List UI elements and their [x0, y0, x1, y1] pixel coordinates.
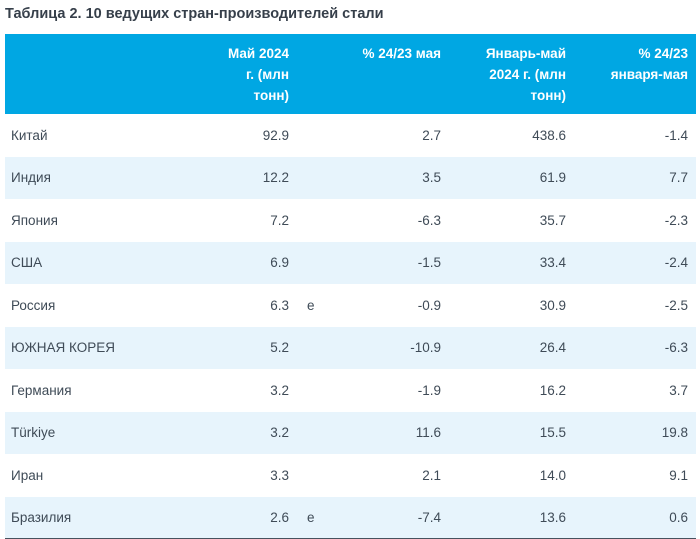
table-body: Китай 92.9 2.7 438.6 -1.4 Индия 12.2 3.5…	[5, 114, 696, 539]
may-value-cell: 92.9	[262, 127, 289, 143]
estimate-marker-cell	[293, 199, 333, 242]
pct-may-cell: -0.9	[417, 297, 441, 313]
country-cell: Япония	[11, 212, 58, 228]
pct-jan-may-cell: 3.7	[669, 382, 688, 398]
pct-jan-may-cell: -1.4	[664, 127, 688, 143]
header-country	[5, 34, 205, 114]
jan-may-cell: 35.7	[539, 212, 566, 228]
pct-jan-may-cell: -2.4	[664, 255, 688, 271]
may-value-cell: 12.2	[262, 170, 289, 186]
estimate-marker-cell	[293, 114, 333, 157]
may-value-cell: 7.2	[270, 212, 289, 228]
table-row: Германия 3.2 -1.9 16.2 3.7	[5, 369, 696, 412]
jan-may-cell: 30.9	[539, 297, 566, 313]
may-value-cell: 2.6	[270, 509, 289, 525]
table-header: Май 2024 г. (млн тонн) % 24/23 мая Январ…	[5, 34, 696, 114]
country-cell: США	[11, 255, 43, 271]
pct-jan-may-cell: 9.1	[669, 467, 688, 483]
pct-may-cell: 3.5	[422, 170, 441, 186]
pct-jan-may-cell: -2.5	[664, 297, 688, 313]
table-row: Китай 92.9 2.7 438.6 -1.4	[5, 114, 696, 157]
steel-production-table: Май 2024 г. (млн тонн) % 24/23 мая Январ…	[5, 34, 696, 539]
estimate-marker-cell	[293, 454, 333, 497]
pct-may-cell: -7.4	[417, 509, 441, 525]
country-cell: Иран	[11, 467, 44, 483]
header-jan-may: Январь-май 2024 г. (млн тонн)	[445, 34, 570, 114]
header-row: Май 2024 г. (млн тонн) % 24/23 мая Январ…	[5, 34, 696, 114]
estimate-marker-cell: e	[307, 509, 315, 525]
estimate-marker-cell	[293, 412, 333, 455]
header-note	[293, 34, 333, 114]
pct-may-cell: -10.9	[410, 340, 441, 356]
jan-may-cell: 13.6	[539, 509, 566, 525]
jan-may-cell: 438.6	[532, 127, 566, 143]
pct-may-cell: 2.7	[422, 127, 441, 143]
table-row: Türkiye 3.2 11.6 15.5 19.8	[5, 411, 696, 455]
header-pct-may: % 24/23 мая	[333, 34, 445, 114]
may-value-cell: 5.2	[270, 340, 289, 356]
may-value-cell: 6.9	[270, 255, 289, 271]
header-may-2024: Май 2024 г. (млн тонн)	[205, 34, 293, 114]
table-row: Иран 3.3 2.1 14.0 9.1	[5, 454, 696, 497]
header-pct-jan-may: % 24/23 января-мая	[570, 34, 696, 114]
jan-may-cell: 33.4	[539, 255, 566, 271]
pct-may-cell: -1.5	[417, 255, 441, 271]
jan-may-cell: 26.4	[539, 340, 566, 356]
jan-may-cell: 16.2	[539, 382, 566, 398]
table-row: Япония 7.2 -6.3 35.7 -2.3	[5, 199, 696, 242]
table-row: Россия 6.3 e -0.9 30.9 -2.5	[5, 284, 696, 327]
estimate-marker-cell	[293, 242, 333, 285]
pct-jan-may-cell: 19.8	[661, 425, 688, 441]
estimate-marker-cell: e	[307, 297, 315, 313]
estimate-marker-cell	[293, 369, 333, 412]
jan-may-cell: 15.5	[539, 425, 566, 441]
pct-may-cell: -6.3	[417, 212, 441, 228]
may-value-cell: 3.3	[270, 467, 289, 483]
estimate-marker-cell	[293, 327, 333, 370]
pct-may-cell: -1.9	[417, 382, 441, 398]
pct-jan-may-cell: 0.6	[669, 509, 688, 525]
pct-jan-may-cell: -2.3	[664, 212, 688, 228]
pct-may-cell: 11.6	[415, 425, 441, 441]
table-row: Бразилия 2.6 e -7.4 13.6 0.6	[5, 496, 696, 539]
may-value-cell: 3.2	[270, 382, 289, 398]
table-row: США 6.9 -1.5 33.4 -2.4	[5, 241, 696, 285]
country-cell: ЮЖНАЯ КОРЕЯ	[11, 340, 116, 356]
pct-may-cell: 2.1	[422, 467, 441, 483]
pct-jan-may-cell: -6.3	[664, 340, 688, 356]
country-cell: Россия	[11, 297, 56, 313]
country-cell: Индия	[11, 170, 51, 186]
country-cell: Türkiye	[11, 425, 56, 441]
jan-may-cell: 14.0	[539, 467, 566, 483]
country-cell: Бразилия	[11, 509, 72, 525]
estimate-marker-cell	[293, 157, 333, 200]
may-value-cell: 3.2	[270, 425, 289, 441]
table-title: Таблица 2. 10 ведущих стран-производител…	[5, 6, 384, 22]
table-row: Индия 12.2 3.5 61.9 7.7	[5, 156, 696, 200]
country-cell: Германия	[11, 382, 72, 398]
jan-may-cell: 61.9	[539, 170, 566, 186]
pct-jan-may-cell: 7.7	[669, 170, 688, 186]
may-value-cell: 6.3	[270, 297, 289, 313]
table-row: ЮЖНАЯ КОРЕЯ 5.2 -10.9 26.4 -6.3	[5, 326, 696, 370]
country-cell: Китай	[11, 127, 48, 143]
